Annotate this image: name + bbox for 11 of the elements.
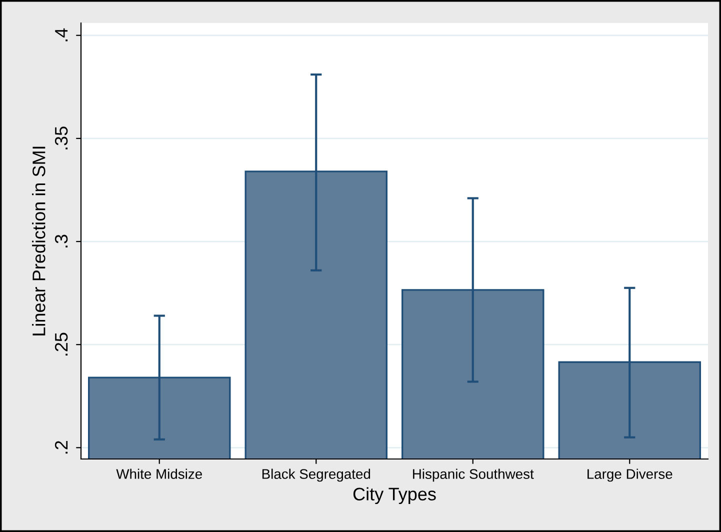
y-tick-label: .2: [54, 441, 68, 454]
y-tick-label: .25: [54, 332, 68, 356]
x-tick-label: Hispanic Southwest: [413, 468, 534, 482]
y-axis-title: Linear Prediction in SMI: [32, 146, 46, 336]
x-tick-label: Black Segregated: [262, 468, 370, 482]
x-tick-label: White Midsize: [116, 468, 202, 479]
y-tick-label: .4: [55, 28, 68, 42]
y-tick-label: .3: [54, 234, 68, 248]
x-axis-title: City Types: [353, 487, 436, 504]
y-tick-label: .35: [54, 126, 68, 150]
x-tick-label: Large Diverse: [588, 468, 672, 482]
